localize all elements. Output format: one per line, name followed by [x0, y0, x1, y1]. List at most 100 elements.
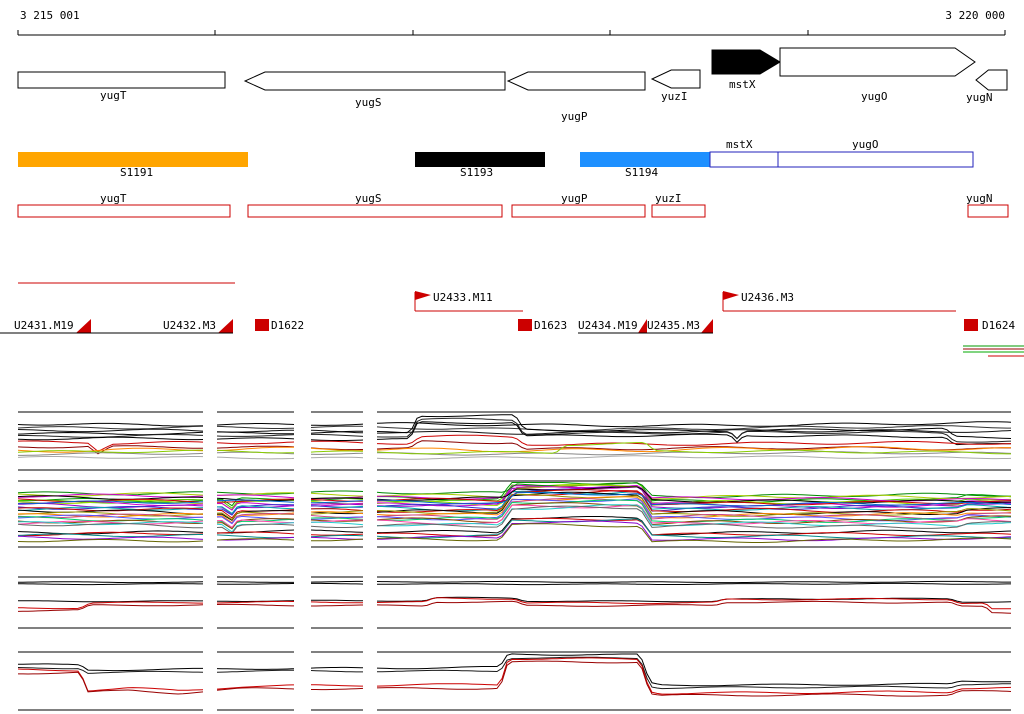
expression-trace [216, 687, 295, 691]
expression-trace [376, 657, 1012, 695]
expression-trace [310, 497, 364, 500]
expression-trace [17, 604, 204, 612]
expression-panel-4 [17, 651, 1012, 711]
expression-trace [17, 667, 204, 674]
expression-trace [376, 440, 1011, 451]
expression-trace [17, 440, 204, 452]
upshift-flag-U2436.M3[interactable] [723, 291, 739, 300]
segment-label-S1193: S1193 [460, 166, 493, 179]
downshift-box-D1623[interactable] [518, 319, 532, 331]
expression-trace [377, 582, 1011, 586]
expression-trace [217, 515, 294, 525]
upshift-ramp-U2431.M19[interactable] [76, 319, 91, 333]
expression-trace [377, 429, 1012, 435]
expression-trace [376, 488, 1011, 512]
upshift-ramp-U2432.M3[interactable] [218, 319, 233, 333]
gene-label-yugN: yugN [966, 91, 993, 104]
expression-trace [17, 522, 203, 529]
gene-arrow-yugO[interactable] [779, 47, 976, 77]
segment-box-yugO[interactable] [777, 151, 974, 168]
expression-trace [310, 670, 363, 673]
expression-trace [311, 599, 363, 602]
expression-trace [17, 436, 204, 441]
gene-arrow-yugT[interactable] [17, 71, 226, 89]
expression-trace [310, 423, 364, 426]
expression-trace [216, 423, 295, 426]
expression-panel-3 [17, 576, 1012, 629]
gene-box-yugT[interactable] [17, 204, 231, 218]
expression-trace [311, 604, 363, 607]
downshift-box-D1624[interactable] [964, 319, 978, 331]
gene-arrow-yugS[interactable] [243, 71, 506, 91]
expression-trace [311, 433, 364, 437]
gene-arrow-yugN[interactable] [975, 69, 1008, 91]
segment-bar-S1191[interactable] [18, 152, 248, 167]
expression-trace [216, 441, 295, 445]
expression-trace [17, 495, 204, 500]
gene-label-yugO: yugO [861, 90, 888, 103]
gene-arrow-yuzI[interactable] [650, 69, 701, 89]
expression-trace [216, 434, 295, 437]
gene-box-yugP[interactable] [511, 204, 646, 218]
segment-box-mstX[interactable] [709, 151, 779, 168]
segment-bar-S1193[interactable] [415, 152, 545, 167]
expression-trace [17, 600, 203, 603]
expression-trace [376, 421, 1012, 428]
gene-box-yuzI[interactable] [651, 204, 706, 218]
expression-trace [18, 452, 204, 456]
expression-trace [216, 538, 295, 541]
expression-trace [376, 489, 1012, 506]
ramp-label-U2434.M19: U2434.M19 [578, 319, 638, 332]
expression-trace [376, 414, 1012, 440]
expression-trace [17, 425, 204, 430]
expression-trace [216, 684, 294, 690]
upshift-ramp-U2434.M19[interactable] [638, 319, 647, 333]
expression-trace [17, 581, 204, 584]
segment-bar-S1194[interactable] [580, 152, 710, 167]
expression-trace [311, 582, 364, 585]
gene-arrow-mstX[interactable] [711, 49, 781, 75]
expression-trace [310, 440, 364, 444]
expression-trace [376, 580, 1011, 584]
gene-box-label-yugN: yugN [966, 192, 993, 205]
expression-trace [216, 456, 295, 460]
expression-trace [17, 431, 204, 436]
gene-box-yugN[interactable] [967, 204, 1009, 218]
gene-label-yugP: yugP [561, 110, 588, 123]
expression-trace [310, 533, 364, 536]
expression-trace [376, 486, 1012, 504]
expression-trace [310, 505, 364, 508]
expression-trace [376, 660, 1012, 697]
expression-trace [17, 530, 204, 535]
downshift-box-D1622[interactable] [255, 319, 269, 331]
expression-trace [216, 445, 295, 449]
expression-trace [310, 529, 364, 533]
expression-trace [17, 533, 203, 538]
expression-trace [17, 449, 203, 454]
gene-arrow-yugP[interactable] [506, 71, 646, 91]
gene-box-yugS[interactable] [247, 204, 503, 218]
expression-trace [216, 446, 294, 452]
upshift-flag-U2433.M11[interactable] [415, 291, 431, 300]
expression-trace [377, 492, 1012, 507]
expression-trace [216, 519, 294, 528]
expression-trace [216, 518, 295, 530]
expression-trace [310, 511, 364, 515]
upshift-ramp-U2435.M3[interactable] [701, 319, 713, 333]
expression-trace [310, 456, 364, 459]
expression-trace [376, 505, 1011, 529]
expression-trace [310, 666, 363, 669]
region-end-label: 3 220 000 [945, 9, 1005, 22]
expression-trace [310, 508, 364, 511]
expression-trace [310, 439, 364, 441]
expression-trace [310, 430, 364, 434]
expression-trace [216, 505, 295, 516]
expression-trace [17, 428, 204, 433]
expression-trace [17, 531, 204, 536]
ramp-label-U2431.M19: U2431.M19 [14, 319, 74, 332]
segment-box-label-mstX: mstX [726, 138, 753, 151]
expression-trace [18, 434, 204, 438]
expression-trace [17, 519, 204, 525]
expression-trace [310, 517, 364, 520]
